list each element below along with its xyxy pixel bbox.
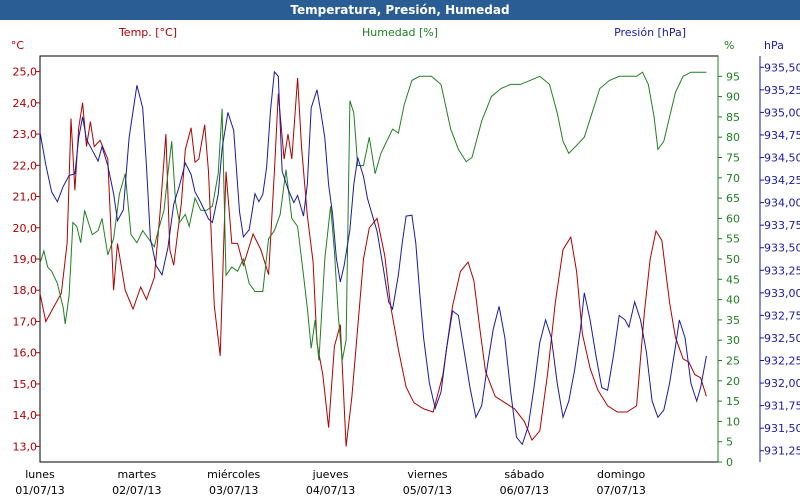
temperature-tick-label: 15,0 (13, 378, 38, 391)
pressure-tick-label: 933,00 (764, 287, 800, 300)
humidity-tick-label: 50 (726, 253, 740, 266)
humidity-tick-label: 90 (726, 91, 740, 104)
temperature-axis-title: Temp. [°C] (118, 26, 177, 39)
pressure-tick-label: 933,25 (764, 264, 800, 277)
humidity-tick-label: 25 (726, 355, 740, 368)
temperature-tick-label: 23,0 (13, 128, 38, 141)
humidity-tick-label: 85 (726, 111, 740, 124)
pressure-unit: hPa (764, 39, 784, 52)
pressure-tick-label: 934,50 (764, 152, 800, 165)
x-day-label: domingo (597, 468, 645, 481)
humidity-tick-label: 75 (726, 152, 740, 165)
humidity-tick-label: 45 (726, 273, 740, 286)
x-date-label: 03/07/13 (209, 484, 258, 497)
x-date-label: 02/07/13 (112, 484, 161, 497)
series-line-pressure (39, 70, 707, 446)
x-date-label: 01/07/13 (15, 484, 64, 497)
humidity-tick-label: 35 (726, 314, 740, 327)
pressure-tick-label: 935,00 (764, 106, 800, 119)
temperature-tick-label: 19,0 (13, 253, 38, 266)
temperature-tick-label: 20,0 (13, 222, 38, 235)
humidity-tick-label: 95 (726, 70, 740, 83)
series-lines (39, 70, 707, 447)
temperature-tick-label: 16,0 (13, 347, 38, 360)
pressure-tick-label: 934,75 (764, 129, 800, 142)
humidity-tick-label: 15 (726, 395, 740, 408)
temperature-tick-label: 21,0 (13, 191, 38, 204)
x-day-label: sábado (504, 468, 544, 481)
pressure-tick-label: 935,50 (764, 61, 800, 74)
pressure-tick-label: 931,75 (764, 400, 800, 413)
temperature-unit: °C (11, 39, 25, 52)
temperature-tick-label: 17,0 (13, 315, 38, 328)
humidity-tick-label: 40 (726, 294, 740, 307)
x-date-label: 06/07/13 (500, 484, 549, 497)
pressure-tick-label: 934,25 (764, 174, 800, 187)
temperature-tick-label: 24,0 (13, 97, 38, 110)
x-day-label: jueves (312, 468, 349, 481)
temperature-tick-label: 25,0 (13, 66, 38, 79)
temperature-tick-label: 22,0 (13, 159, 38, 172)
humidity-tick-label: 65 (726, 192, 740, 205)
humidity-tick-label: 70 (726, 172, 740, 185)
tick-labels: 25,0 24,0 23,0 22,0 21,0 20,0 19,0 18,0 17,0 16,0… (13, 61, 800, 497)
humidity-tick-label: 55 (726, 233, 740, 246)
temperature-tick-label: 14,0 (13, 409, 38, 422)
axes (36, 55, 764, 463)
humidity-tick-label: 10 (726, 415, 740, 428)
x-day-label: lunes (25, 468, 55, 481)
plot-frame (39, 55, 719, 463)
humidity-unit: % (724, 39, 734, 52)
title-bar: Temperatura, Presión, Humedad (0, 0, 800, 20)
pressure-tick-label: 932,75 (764, 309, 800, 322)
pressure-tick-label: 932,50 (764, 332, 800, 345)
series-line-humidity (39, 71, 707, 361)
humidity-tick-label: 20 (726, 375, 740, 388)
x-date-label: 05/07/13 (403, 484, 452, 497)
pressure-axis-title: Presión [hPa] (614, 26, 686, 39)
pressure-tick-label: 931,25 (764, 445, 800, 458)
humidity-tick-label: 0 (726, 456, 733, 469)
x-date-label: 04/07/13 (306, 484, 355, 497)
pressure-tick-label: 932,00 (764, 377, 800, 390)
pressure-tick-label: 934,00 (764, 197, 800, 210)
pressure-tick-label: 931,50 (764, 422, 800, 435)
pressure-tick-label: 932,25 (764, 355, 800, 368)
humidity-tick-label: 60 (726, 212, 740, 225)
chart-area: Temp. [°C] Humedad [%] Presión [hPa] °C … (11, 26, 800, 497)
humidity-axis-title: Humedad [%] (362, 26, 438, 39)
temperature-tick-label: 18,0 (13, 284, 38, 297)
pressure-tick-label: 935,25 (764, 84, 800, 97)
x-day-label: miércoles (207, 468, 260, 481)
pressure-tick-label: 933,50 (764, 242, 800, 255)
humidity-tick-label: 30 (726, 334, 740, 347)
x-day-label: martes (117, 468, 156, 481)
pressure-tick-label: 933,75 (764, 219, 800, 232)
temperature-tick-label: 13,0 (13, 440, 38, 453)
humidity-tick-label: 80 (726, 131, 740, 144)
chart-title: Temperatura, Presión, Humedad (290, 3, 510, 17)
humidity-tick-label: 5 (726, 436, 733, 449)
x-date-label: 07/07/13 (596, 484, 645, 497)
x-day-label: viernes (407, 468, 447, 481)
